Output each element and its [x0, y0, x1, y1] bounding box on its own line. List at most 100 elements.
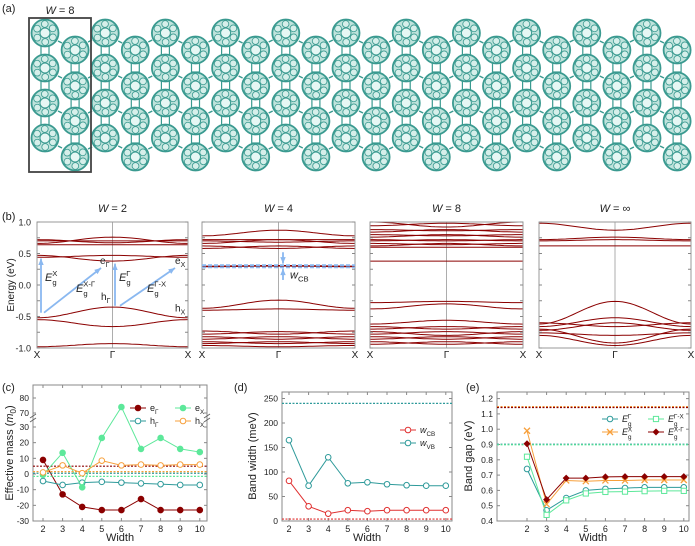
- series-0: EgΓ: [497, 413, 689, 514]
- intermolecular-bond: [448, 75, 454, 79]
- gap-arrow: [119, 267, 176, 307]
- arrow-head-icon: [112, 263, 118, 271]
- x-tick-label: 2: [524, 524, 529, 534]
- c60-molecule: [572, 53, 602, 83]
- data-point: [59, 481, 66, 489]
- band-line: [370, 221, 523, 228]
- band-panel-4: W = ∞ X Γ X: [536, 203, 695, 361]
- legend-label: wVB: [420, 438, 435, 451]
- c60-molecule: [241, 35, 271, 65]
- band-line: [370, 239, 523, 242]
- intermolecular-bond: [629, 39, 635, 43]
- c60-molecule: [181, 142, 210, 172]
- c60-molecule: [271, 18, 301, 48]
- y-tick-label: 150: [264, 443, 278, 453]
- chart-c: 2 3 4 5 6 7 8 9 10Width-30-20-1001020307080eΓhΓe…: [4, 384, 211, 544]
- x-tick-label: 7: [138, 524, 143, 534]
- x-tick-label: 9: [424, 524, 429, 534]
- y-tick-label: 0.7: [481, 470, 493, 480]
- c60-molecule: [632, 18, 662, 48]
- intermolecular-bond: [599, 40, 605, 44]
- c60-molecule: [150, 123, 180, 153]
- x-tick-label: 7: [622, 524, 627, 534]
- x-tick-label: 2: [40, 524, 45, 534]
- c60-molecule: [632, 88, 662, 118]
- data-point: [305, 482, 312, 490]
- band-line: [538, 328, 692, 344]
- intermolecular-bond: [358, 75, 364, 79]
- legend-label: wCB: [420, 425, 435, 438]
- legend-label: EgX: [622, 426, 633, 441]
- band-line: [202, 331, 355, 335]
- band-panel-1: W = 2 X Γ X: [34, 203, 192, 361]
- axis-break-icon: [203, 413, 211, 423]
- intermolecular-bond: [659, 145, 665, 149]
- data-point: [98, 434, 106, 442]
- label-sup: Γ: [126, 269, 131, 278]
- band-line: [539, 332, 691, 336]
- y-tick-label: 1.0: [18, 218, 31, 228]
- gap-arrow: [43, 267, 102, 314]
- data-point: [137, 480, 145, 487]
- state-label-hx: hX: [175, 303, 186, 316]
- x-tick-label: 10: [195, 524, 205, 534]
- label-sup: Γ: [628, 413, 632, 420]
- band-line: [370, 331, 523, 335]
- data-point: [59, 491, 66, 498]
- x-tick-label: 8: [158, 524, 163, 534]
- c60-molecule: [421, 71, 451, 101]
- band-panel-2: W = 4 X Γ X: [199, 203, 359, 361]
- y-tick-label: 0.8: [481, 455, 493, 465]
- k-point-label: Γ: [110, 350, 116, 361]
- x-axis-title: Width: [106, 532, 134, 544]
- c60-molecule: [331, 18, 361, 48]
- data-point: [652, 415, 660, 423]
- intermolecular-bond: [238, 40, 243, 44]
- data-point: [98, 457, 106, 464]
- plot-frame: [281, 391, 453, 522]
- intermolecular-bond: [479, 75, 484, 79]
- band-line: [36, 306, 189, 319]
- intermolecular-bond: [659, 75, 665, 79]
- gap-label-egxg: EgX-Γ: [76, 280, 96, 298]
- data-point: [562, 474, 570, 482]
- label-main: E: [119, 272, 127, 284]
- data-point: [383, 480, 391, 488]
- data-point: [442, 482, 450, 490]
- intermolecular-bond: [57, 110, 63, 114]
- c60-molecule: [30, 18, 60, 48]
- intermolecular-bond: [208, 110, 213, 114]
- data-point: [78, 469, 86, 477]
- intermolecular-bond: [418, 40, 424, 44]
- c60-molecule: [60, 35, 90, 65]
- intermolecular-bond: [509, 75, 514, 79]
- c60-molecule: [421, 106, 451, 136]
- data-point: [78, 484, 86, 491]
- c60-molecule: [391, 123, 421, 153]
- c60-molecule: [451, 53, 481, 83]
- data-point: [137, 445, 145, 453]
- y-tick-label: 50: [269, 492, 279, 502]
- c60-molecule: [451, 18, 481, 48]
- band-line: [202, 239, 355, 244]
- c60-molecule: [90, 123, 120, 153]
- intermolecular-bond: [147, 75, 153, 79]
- x-tick-label: 5: [583, 524, 588, 534]
- data-point: [383, 506, 391, 514]
- intermolecular-bond: [388, 110, 394, 114]
- intermolecular-bond: [328, 39, 334, 43]
- c60-molecule: [241, 71, 271, 101]
- c60-molecule: [30, 123, 60, 153]
- data-point: [39, 456, 47, 464]
- c60-molecule: [120, 35, 150, 65]
- band-line: [370, 234, 523, 238]
- intermolecular-bond: [569, 39, 575, 43]
- data-point: [176, 461, 184, 468]
- intermolecular-bond: [147, 110, 153, 114]
- data-point: [403, 506, 410, 514]
- data-point: [118, 506, 125, 514]
- c60-molecule: [211, 88, 241, 118]
- data-point: [176, 506, 184, 514]
- label-main: E: [668, 427, 675, 437]
- band-line: [370, 242, 523, 247]
